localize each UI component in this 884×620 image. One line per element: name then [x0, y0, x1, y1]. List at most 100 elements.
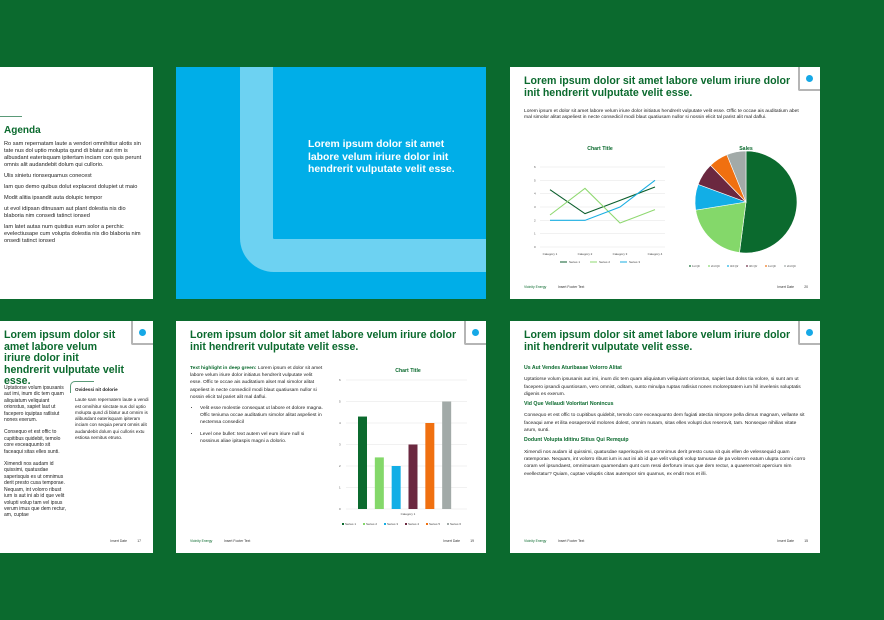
y-tick-label: 1: [534, 232, 536, 236]
y-tick-label: 0: [339, 507, 341, 511]
series-line: [549, 186, 656, 215]
series-line: [549, 187, 656, 224]
legend-swatch: [447, 523, 449, 525]
legend-label: Series 3: [629, 260, 640, 264]
section-text: Consequo et est offic to cupitibus quide…: [524, 413, 805, 434]
legend-swatch: [689, 265, 691, 267]
legend-label: Series 3: [387, 522, 398, 526]
footer-brand: Vicinity Energy: [524, 539, 547, 543]
slide-charts[interactable]: Lorem ipsum dolor sit amet labore velum …: [510, 67, 820, 299]
footer-date: Insert Date: [777, 285, 794, 289]
bar-chart: Chart Title 0 1 2 3 4 5 6 Series 1 Series 2 Series…: [339, 368, 467, 526]
paragraph: Uptatiorse volum ipsusanis aut imi, inum…: [4, 385, 64, 424]
y-tick-label: 6: [534, 165, 536, 169]
legend-swatch: [426, 523, 428, 525]
paragraph: Consequo et est offic to cupitibus quide…: [4, 429, 61, 455]
x-tick-label: Category 1: [401, 512, 416, 516]
slide-columns[interactable]: Lorem ipsum dolor sit amet labore velum …: [0, 321, 153, 553]
y-tick-label: 1: [339, 486, 341, 490]
legend-label: 2nd Qtr: [787, 264, 796, 268]
slide-bar-chart[interactable]: Lorem ipsum dolor sit amet labore velum …: [176, 321, 486, 553]
box-title: Ovidessi nit dolorie: [75, 387, 118, 392]
dot-icon: [806, 75, 813, 82]
legend-swatch: [765, 265, 767, 267]
bar: [442, 401, 452, 509]
section-heading: Dodunt Volupta Iditinu Sitius Qui Remqui…: [524, 437, 629, 444]
y-tick-label: 6: [339, 378, 341, 382]
decorative-band: [240, 67, 486, 272]
x-tick-label: Category 2: [578, 252, 593, 256]
box-text: Laute sam repernatem laute a vendi est o…: [75, 397, 149, 441]
legend-label: Series 2: [366, 522, 377, 526]
y-tick-label: 4: [339, 421, 341, 425]
footer-brand: Vicinity Energy: [524, 285, 547, 289]
legend-swatch: [384, 523, 386, 525]
section-heading: Vid Que Vellaudi Voloritari Nonincus: [524, 401, 614, 408]
bar: [374, 457, 384, 509]
chart-title: Sales: [739, 146, 753, 152]
y-tick-label: 2: [534, 218, 536, 222]
corner-accent: [131, 321, 153, 345]
y-tick-label: 3: [339, 443, 341, 447]
footer-date: Insert Date: [110, 539, 127, 543]
cover-title: Lorem ipsum dolor sit amet labore velum …: [308, 139, 455, 175]
legend-label: 3rd Qtr: [730, 264, 738, 268]
divider: [0, 116, 22, 117]
corner-accent: [464, 321, 486, 345]
line-chart: Chart Title 0 1 2 3 4 5 6 Category 1 Category 2 Ca…: [534, 146, 665, 264]
legend-swatch: [727, 265, 729, 267]
slide-body: Lorem ipsum et dolor sit amet labore vel…: [524, 109, 799, 121]
slide-agenda[interactable]: Agenda Ro sam repernatam laute a vendori…: [0, 67, 153, 299]
y-tick-label: 0: [534, 245, 536, 249]
chart-title: Chart Title: [395, 368, 421, 374]
dot-icon: [806, 329, 813, 336]
slide-text[interactable]: Lorem ipsum dolor sit amet labore velum …: [510, 321, 820, 553]
agenda-item: lam quo demo quibus dolut explacest dolu…: [4, 184, 138, 190]
y-tick-label: 5: [339, 400, 341, 404]
legend-label: Series 2: [599, 260, 610, 264]
agenda-item: ut evol idipsan ditnusam aut plant doles…: [4, 206, 126, 219]
section-text: Uptatiorse volum ipsusanis aut imi, inum…: [524, 377, 801, 397]
corner-accent: [798, 67, 820, 91]
legend-swatch: [363, 523, 365, 525]
y-tick-label: 4: [534, 192, 536, 196]
slide-title: Lorem ipsum dolor sit amet labore velum …: [524, 75, 791, 99]
agenda-item: Ulis sinietu rionsequamus conecest: [4, 173, 92, 179]
highlight-text: Text highlight in deep green:: [190, 366, 257, 371]
legend-label: Series 4: [408, 522, 419, 526]
agenda-item: Modit alitia ipsandit auta dolupic tempo…: [4, 195, 103, 201]
page-number: 20: [804, 285, 808, 289]
pie-chart: Sales 1st Qtr 2nd Qtr 3rd Qtr 4th Qtr 1st Qtr…: [689, 146, 798, 268]
slide-title: Lorem ipsum dolor sit amet labore velum …: [4, 329, 125, 387]
legend-label: Series 5: [429, 522, 440, 526]
pie-slice: [726, 150, 747, 203]
legend-label: 2nd Qtr: [711, 264, 720, 268]
legend-label: Series 6: [450, 522, 461, 526]
section-text: Ximendi nos audam id quissimi, quatusdae…: [524, 449, 806, 477]
y-tick-label: 2: [339, 464, 341, 468]
bar: [391, 466, 401, 509]
footer-text: Insert Footer Text: [558, 539, 585, 543]
y-tick-label: 3: [534, 205, 536, 209]
legend-swatch: [342, 523, 344, 525]
dot-icon: [139, 329, 146, 336]
slide-cover[interactable]: Lorem ipsum dolor sit amet labore velum …: [176, 67, 486, 299]
left-column: Uptatiorse volum ipsusanis aut imi, inum…: [4, 385, 66, 519]
text-sections: Us Aut Vendes Aturibasae Volorro Alitat …: [524, 362, 808, 478]
footer-date: Insert Date: [777, 539, 794, 543]
box-accent: [70, 381, 94, 393]
sidebar-box: Ovidessi nit dolorie Laute sam repernate…: [75, 387, 149, 441]
x-tick-label: Category 4: [648, 252, 663, 256]
corner-accent: [798, 321, 820, 345]
legend-swatch: [746, 265, 748, 267]
agenda-item: lam latet autas num quistius eum solor a…: [4, 224, 141, 244]
section-heading: Us Aut Vendes Aturibasae Volorro Alitat: [524, 365, 622, 371]
pie-slice: [695, 201, 747, 253]
slide-title: Lorem ipsum dolor sit amet labore velum …: [190, 329, 457, 353]
x-tick-label: Category 3: [613, 252, 628, 256]
bar: [408, 444, 418, 509]
legend-label: Series 1: [569, 260, 580, 264]
footer-text: Insert Footer Text: [224, 539, 251, 543]
dot-icon: [472, 329, 479, 336]
series-line: [550, 179, 656, 221]
